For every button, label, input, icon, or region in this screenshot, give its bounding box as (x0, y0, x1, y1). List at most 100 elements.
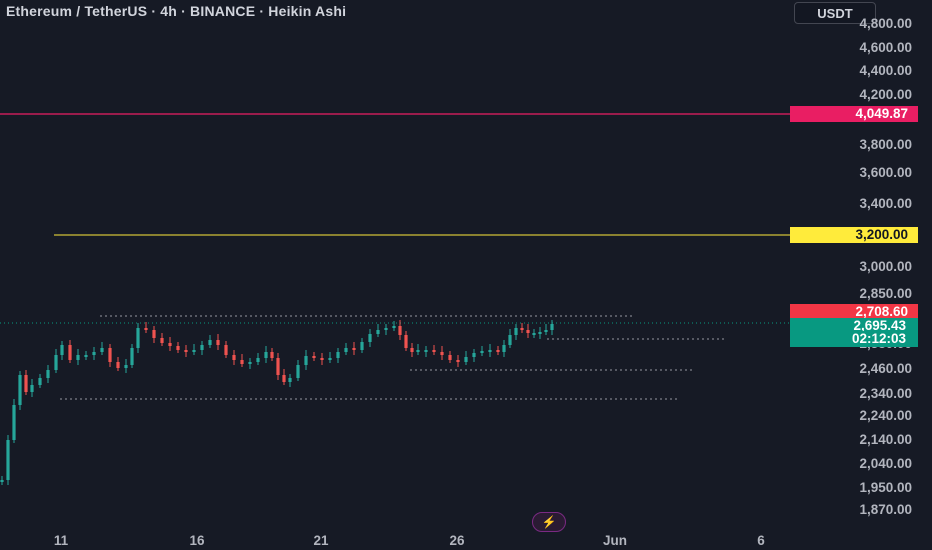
candle-body (208, 340, 212, 345)
candle-body (440, 352, 444, 355)
candle-body (344, 348, 348, 352)
time-tick: 26 (449, 533, 465, 548)
candle-body (384, 328, 388, 330)
price-tick: 2,460.00 (859, 361, 912, 376)
candle-body (328, 358, 332, 360)
candle-body (18, 375, 22, 405)
candle-body (320, 358, 324, 360)
candle-body (276, 358, 280, 375)
price-tick: 1,950.00 (859, 480, 912, 495)
candle-body (368, 334, 372, 342)
level-price-tag: 3,200.00 (790, 227, 918, 243)
time-tick: Jun (602, 533, 627, 548)
price-tick: 2,340.00 (859, 386, 912, 401)
candle-body (152, 330, 156, 338)
candle-body (108, 348, 112, 362)
resistance-price-tag: 4,049.87 (790, 106, 918, 122)
candle-body (240, 360, 244, 364)
candle-body (30, 385, 34, 392)
candle-body (304, 356, 308, 365)
candle-body (376, 330, 380, 334)
candle-body (508, 335, 512, 345)
candle-body (296, 365, 300, 378)
high-price-tag: 2,708.60 (790, 304, 918, 320)
candle-body (136, 328, 140, 348)
price-tick: 4,600.00 (859, 40, 912, 55)
candle-body (398, 326, 402, 335)
candle-body (392, 326, 396, 328)
candle-body (532, 333, 536, 335)
chart-title[interactable]: Ethereum / TetherUS · 4h · BINANCE · Hei… (6, 3, 347, 19)
candle-body (264, 352, 268, 358)
candle-body (424, 350, 428, 352)
candle-body (216, 340, 220, 345)
candle-body (168, 343, 172, 346)
candle-body (520, 328, 524, 330)
candle-body (502, 345, 506, 352)
candle-body (416, 350, 420, 352)
candle-body (488, 350, 492, 352)
candle-body (76, 355, 80, 360)
candle-body (24, 375, 28, 392)
candle-body (360, 342, 364, 350)
time-tick: 6 (757, 533, 765, 548)
price-tick: 2,040.00 (859, 456, 912, 471)
candle-body (84, 355, 88, 357)
candle-body (432, 350, 436, 352)
price-tick: 1,870.00 (859, 502, 912, 517)
candle-body (192, 350, 196, 352)
candle-body (550, 324, 554, 330)
time-tick: 16 (189, 533, 205, 548)
candle-body (130, 348, 134, 365)
candle-body (176, 346, 180, 350)
candle-body (472, 353, 476, 357)
candle-body (200, 345, 204, 350)
currency-button[interactable]: USDT (794, 2, 876, 24)
candle-body (46, 370, 50, 378)
candle-body (68, 345, 72, 360)
price-tick: 2,850.00 (859, 286, 912, 301)
candle-body (410, 348, 414, 352)
candle-body (232, 355, 236, 360)
candle-body (60, 345, 64, 355)
lightning-icon[interactable]: ⚡ (532, 512, 566, 532)
candle-body (456, 360, 460, 362)
candle-body (480, 351, 484, 353)
candle-body (248, 362, 252, 364)
candle-body (526, 330, 530, 333)
candle-body (496, 350, 500, 352)
candle-body (160, 338, 164, 343)
candle-body (336, 352, 340, 358)
candle-body (448, 355, 452, 360)
price-tick: 4,200.00 (859, 87, 912, 102)
price-tick: 3,600.00 (859, 165, 912, 180)
price-tick: 3,800.00 (859, 137, 912, 152)
candle-body (38, 378, 42, 385)
candle-body (6, 440, 10, 480)
candle-body (256, 358, 260, 362)
price-tick: 2,140.00 (859, 432, 912, 447)
candle-body (144, 328, 148, 330)
time-tick: 11 (53, 533, 69, 548)
price-tick: 2,240.00 (859, 408, 912, 423)
time-tick: 21 (313, 533, 329, 548)
candle-body (116, 362, 120, 368)
candle-body (0, 480, 4, 482)
candles-group (0, 320, 554, 485)
candle-body (124, 365, 128, 368)
candle-body (352, 348, 356, 350)
candle-body (514, 328, 518, 335)
last-price-tag: 2,695.43 (790, 318, 918, 334)
candle-body (224, 345, 228, 355)
candle-body (312, 356, 316, 358)
price-tick: 4,400.00 (859, 63, 912, 78)
candle-body (270, 352, 274, 358)
price-tick: 4,800.00 (859, 16, 912, 31)
countdown-tag: 02:12:03 (790, 331, 918, 347)
candle-body (184, 350, 188, 352)
candle-body (538, 332, 542, 334)
price-tick: 3,000.00 (859, 259, 912, 274)
candle-body (100, 348, 104, 352)
candle-body (544, 330, 548, 332)
